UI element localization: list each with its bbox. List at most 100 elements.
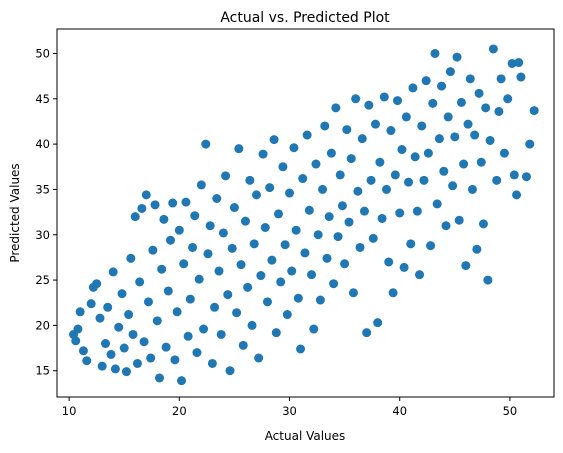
data-point bbox=[428, 98, 438, 108]
data-point bbox=[124, 310, 134, 320]
data-point bbox=[408, 83, 418, 93]
data-point bbox=[227, 243, 237, 253]
y-tick-label: 50 bbox=[35, 46, 50, 60]
data-point bbox=[421, 76, 431, 86]
data-point bbox=[243, 282, 253, 292]
axis-ticks: 10 20 30 40 50 15 20 25 30 35 40 45 50 bbox=[35, 46, 517, 418]
data-point bbox=[410, 152, 420, 162]
data-point bbox=[172, 307, 182, 317]
data-point bbox=[232, 308, 242, 318]
data-point bbox=[474, 88, 484, 98]
data-point bbox=[452, 52, 462, 62]
y-tick-label: 25 bbox=[35, 273, 50, 287]
plot-frame bbox=[56, 28, 555, 398]
data-point bbox=[119, 343, 129, 353]
data-point bbox=[280, 240, 290, 250]
data-point bbox=[340, 259, 350, 269]
data-point bbox=[269, 135, 279, 145]
data-point bbox=[103, 302, 113, 312]
data-point bbox=[114, 322, 124, 332]
data-point bbox=[322, 253, 332, 263]
data-point bbox=[434, 134, 444, 144]
data-point bbox=[265, 183, 275, 193]
data-point bbox=[179, 259, 189, 269]
data-point bbox=[254, 353, 264, 363]
y-tick-label: 20 bbox=[35, 318, 50, 332]
data-point bbox=[516, 72, 526, 82]
data-point bbox=[445, 67, 455, 77]
data-point bbox=[137, 203, 147, 213]
data-point bbox=[298, 174, 308, 184]
data-point bbox=[437, 81, 447, 91]
data-point bbox=[132, 358, 142, 368]
data-point bbox=[267, 255, 277, 265]
data-point bbox=[296, 344, 306, 354]
data-point bbox=[430, 48, 440, 58]
data-point bbox=[417, 121, 427, 131]
data-point bbox=[274, 209, 284, 219]
data-point bbox=[166, 235, 176, 245]
data-point bbox=[249, 239, 259, 249]
data-point bbox=[82, 356, 92, 366]
data-point bbox=[307, 270, 317, 280]
data-point bbox=[73, 324, 83, 334]
data-point bbox=[199, 324, 209, 334]
data-point bbox=[326, 148, 336, 158]
data-point bbox=[441, 221, 451, 231]
data-point bbox=[203, 249, 213, 259]
data-point bbox=[395, 208, 405, 218]
data-point bbox=[318, 184, 328, 194]
y-tick-label: 35 bbox=[35, 182, 50, 196]
data-point bbox=[135, 277, 145, 287]
data-point bbox=[507, 58, 517, 68]
data-point bbox=[106, 349, 116, 359]
data-point bbox=[157, 264, 167, 274]
data-point bbox=[494, 106, 504, 116]
x-tick-label: 50 bbox=[503, 404, 518, 418]
data-point bbox=[465, 74, 475, 84]
data-point bbox=[404, 177, 414, 187]
data-point bbox=[359, 206, 369, 216]
data-point bbox=[247, 320, 257, 330]
data-point bbox=[92, 279, 102, 289]
data-point bbox=[313, 230, 323, 240]
data-point bbox=[190, 211, 200, 221]
data-point bbox=[262, 297, 272, 307]
data-point bbox=[210, 302, 220, 312]
data-point bbox=[344, 217, 354, 227]
data-point bbox=[130, 212, 140, 222]
data-point bbox=[496, 74, 506, 84]
data-point bbox=[379, 92, 389, 102]
data-point bbox=[177, 376, 187, 386]
data-point bbox=[304, 205, 314, 215]
x-tick-label: 40 bbox=[392, 404, 407, 418]
data-points bbox=[69, 44, 539, 386]
data-point bbox=[207, 358, 217, 368]
data-point bbox=[492, 175, 502, 185]
data-point bbox=[300, 248, 310, 258]
data-point bbox=[388, 288, 398, 298]
data-point bbox=[331, 103, 341, 113]
data-point bbox=[194, 274, 204, 284]
data-point bbox=[128, 329, 138, 339]
data-point bbox=[214, 266, 224, 276]
data-point bbox=[459, 159, 469, 169]
data-point bbox=[302, 130, 312, 140]
data-point bbox=[512, 190, 522, 200]
data-point bbox=[201, 139, 211, 149]
data-point bbox=[375, 157, 385, 167]
data-point bbox=[346, 154, 356, 164]
data-point bbox=[472, 244, 482, 254]
data-point bbox=[223, 290, 233, 300]
data-point bbox=[229, 203, 239, 213]
data-point bbox=[476, 157, 486, 167]
data-point bbox=[481, 103, 491, 113]
data-point bbox=[240, 216, 250, 226]
data-point bbox=[71, 336, 81, 346]
data-point bbox=[324, 212, 334, 222]
data-point bbox=[529, 106, 539, 116]
y-tick-label: 40 bbox=[35, 137, 50, 151]
data-point bbox=[335, 170, 345, 180]
data-point bbox=[234, 144, 244, 154]
